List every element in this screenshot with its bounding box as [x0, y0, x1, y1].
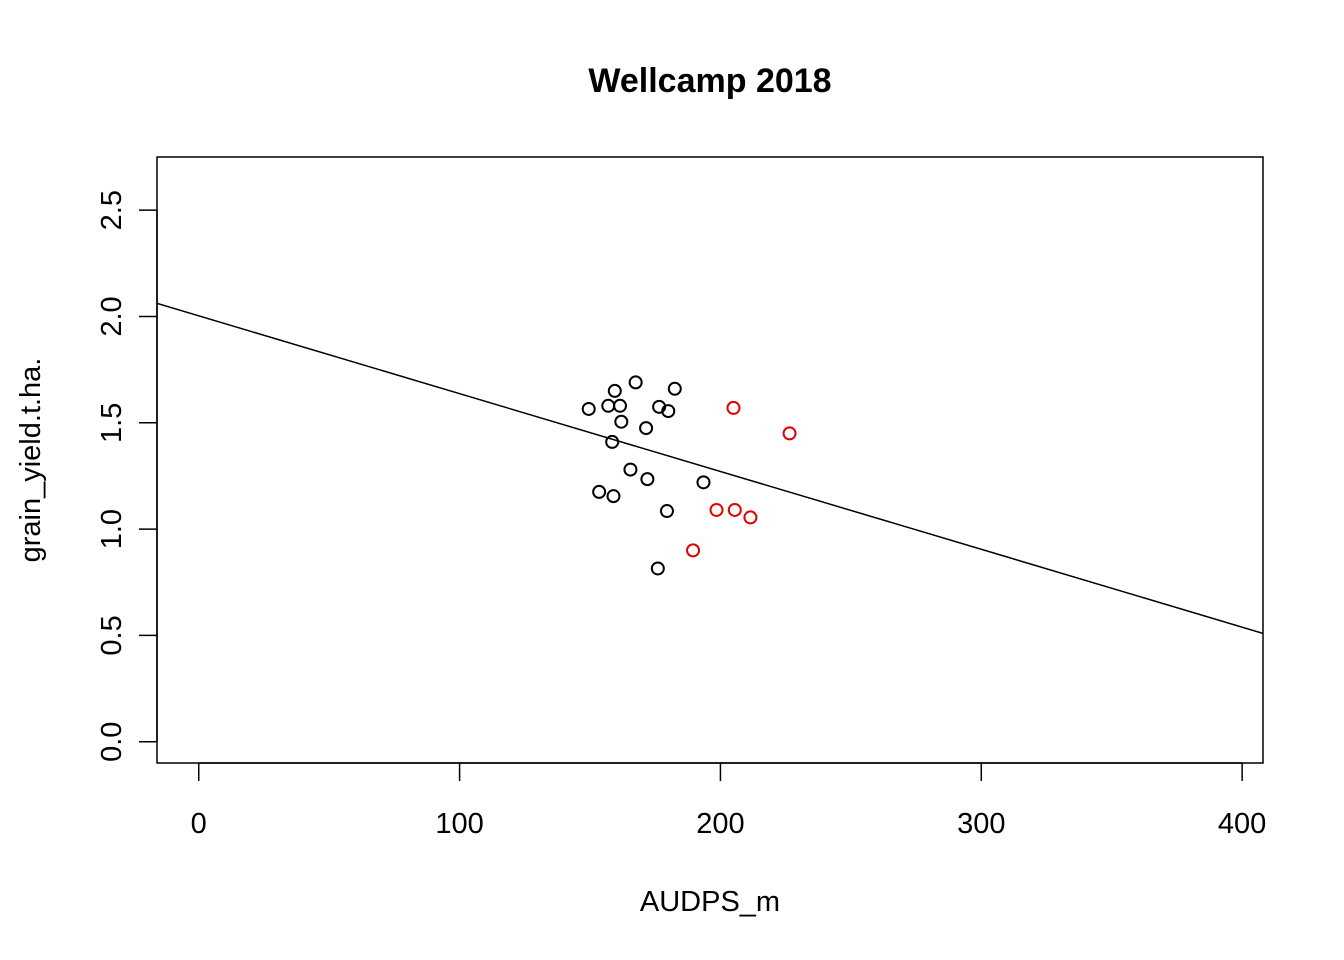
data-point [726, 400, 741, 415]
y-tick-label: 0.0 [96, 722, 128, 762]
data-point [650, 561, 665, 576]
x-tick-label: 100 [435, 808, 483, 840]
data-point [592, 484, 607, 499]
plot-frame [156, 156, 1264, 764]
y-tick-label: 1.0 [96, 509, 128, 549]
x-tick-label: 0 [191, 808, 207, 840]
x-tick-label: 400 [1218, 808, 1266, 840]
y-axis: 0.0 0.5 1.0 1.5 2.0 2.5 [96, 190, 158, 762]
data-point [667, 381, 682, 396]
x-axis: 0 100 200 300 400 [191, 762, 1266, 840]
data-point [628, 375, 643, 390]
data-point [782, 426, 797, 441]
data-point [613, 398, 628, 413]
chart-title: Wellcamp 2018 [588, 62, 831, 100]
regression-line-layer [157, 302, 1263, 635]
data-point [661, 404, 676, 419]
data-point [623, 462, 638, 477]
data-point [605, 434, 620, 449]
y-tick-label: 2.0 [96, 296, 128, 336]
y-axis-label: grain_yield.t.ha. [15, 358, 47, 563]
data-point [696, 475, 711, 490]
x-tick-label: 300 [957, 808, 1005, 840]
data-point [606, 489, 621, 504]
data-point [581, 401, 596, 416]
data-point [686, 543, 701, 558]
x-axis-label: AUDPS_m [640, 886, 780, 918]
data-point [640, 472, 655, 487]
plot-area [157, 302, 1263, 635]
x-tick-label: 200 [696, 808, 744, 840]
regression-line [157, 302, 1263, 635]
data-point [743, 510, 758, 525]
data-point [607, 383, 622, 398]
data-point [639, 421, 654, 436]
data-point [727, 502, 742, 517]
data-point [614, 414, 629, 429]
data-point [659, 504, 674, 519]
y-tick-label: 2.5 [96, 190, 128, 230]
data-point [601, 398, 616, 413]
points-layer [581, 375, 797, 576]
y-tick-label: 0.5 [96, 615, 128, 655]
y-tick-label: 1.5 [96, 403, 128, 443]
data-point [709, 502, 724, 517]
